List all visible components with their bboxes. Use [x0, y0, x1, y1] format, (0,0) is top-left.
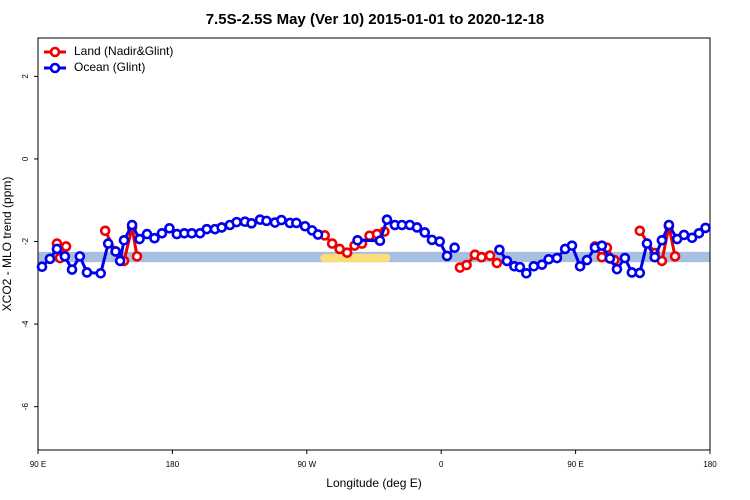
- data-point: [261, 215, 272, 227]
- data-point: [110, 246, 121, 257]
- data-point: [434, 236, 446, 247]
- data-point: [411, 222, 423, 233]
- data-point: [216, 222, 227, 233]
- y-tick-label: -6: [21, 403, 30, 411]
- data-point: [634, 225, 646, 237]
- data-point: [528, 260, 540, 272]
- data-point: [66, 264, 78, 275]
- data-point: [514, 261, 526, 273]
- data-point: [419, 227, 431, 238]
- data-point: [81, 267, 93, 278]
- legend-marker: [49, 46, 61, 58]
- data-point: [521, 268, 532, 279]
- data-point: [693, 227, 705, 239]
- x-tick-label: 90 E: [567, 460, 583, 469]
- data-point: [686, 232, 698, 244]
- data-point: [491, 257, 503, 269]
- data-point: [51, 243, 63, 255]
- data-point: [551, 252, 563, 264]
- data-point: [141, 228, 153, 240]
- data-point: [134, 233, 145, 245]
- x-axis-label: Longitude (deg E): [326, 476, 421, 490]
- data-point: [231, 216, 242, 228]
- x-tick-label: 180: [166, 460, 180, 469]
- data-point: [99, 225, 111, 237]
- data-point: [131, 251, 143, 262]
- data-point: [641, 238, 653, 249]
- data-point: [596, 251, 608, 263]
- data-point: [102, 238, 114, 249]
- data-point: [374, 235, 386, 246]
- data-point: [543, 253, 555, 265]
- x-tick-label: 0: [439, 460, 444, 469]
- data-point: [381, 214, 393, 225]
- y-tick-label: 2: [21, 74, 30, 79]
- data-point: [352, 234, 363, 246]
- x-tick-label: 90 E: [30, 460, 46, 469]
- data-point: [669, 251, 681, 262]
- plot-frame: [37, 37, 711, 451]
- legend-label: Ocean (Glint): [74, 60, 145, 74]
- data-point: [663, 219, 675, 231]
- data-point: [326, 238, 338, 249]
- data-point: [312, 229, 324, 240]
- data-point: [246, 218, 257, 229]
- data-point: [476, 251, 487, 263]
- data-point: [44, 253, 56, 265]
- data-point: [291, 217, 302, 229]
- data-point: [656, 234, 668, 246]
- data-point: [441, 250, 453, 262]
- data-point: [74, 251, 86, 262]
- data-point: [484, 250, 496, 261]
- y-tick-label: -2: [21, 237, 30, 245]
- data-point: [118, 234, 130, 246]
- data-point: [276, 214, 287, 226]
- data-point: [611, 263, 623, 275]
- data-point: [596, 240, 608, 251]
- y-tick-label: 0: [21, 156, 30, 161]
- data-point: [536, 259, 548, 270]
- y-tick-label: -4: [21, 320, 30, 328]
- data-point: [156, 227, 168, 239]
- data-point: [126, 219, 138, 231]
- data-point: [494, 244, 505, 256]
- data-point: [95, 268, 107, 279]
- legend-label: Land (Nadir&Glint): [74, 44, 173, 58]
- x-tick-label: 180: [703, 460, 717, 469]
- data-point: [604, 253, 616, 264]
- data-point: [114, 255, 126, 267]
- data-point: [634, 267, 646, 279]
- reference-band: [320, 253, 391, 263]
- data-point: [449, 242, 460, 254]
- chart-title: 7.5S-2.5S May (Ver 10) 2015-01-01 to 202…: [206, 11, 545, 28]
- data-point: [574, 260, 586, 272]
- data-point: [201, 223, 213, 235]
- data-point: [461, 259, 472, 271]
- data-point: [619, 252, 631, 264]
- y-axis-label: XCO2 - MLO trend (ppm): [0, 177, 14, 312]
- x-tick-label: 90 W: [297, 460, 316, 469]
- data-point: [566, 240, 578, 251]
- data-point: [501, 255, 513, 267]
- legend-marker: [49, 62, 61, 74]
- data-point: [700, 222, 711, 234]
- data-point: [149, 232, 160, 244]
- data-point: [36, 261, 48, 273]
- data-point: [186, 227, 198, 239]
- data-point: [649, 251, 661, 263]
- data-point: [581, 254, 593, 266]
- data-point: [164, 223, 175, 234]
- data-point: [341, 247, 353, 258]
- data-point: [59, 251, 71, 262]
- data-point: [60, 241, 72, 252]
